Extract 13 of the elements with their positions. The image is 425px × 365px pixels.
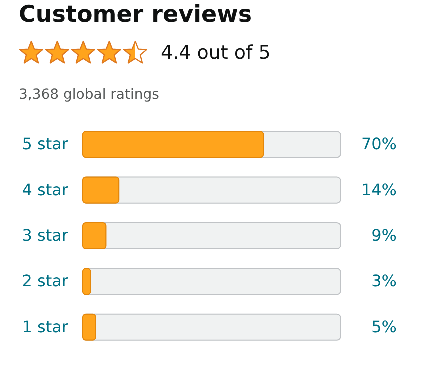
text: 3,368 global ratings bbox=[19, 87, 160, 103]
y-tick-label: 5 star bbox=[22, 134, 69, 154]
chart-subtitle: 4.4 out of 5 bbox=[161, 42, 271, 64]
chart-title: Customer reviews bbox=[19, 2, 252, 28]
data-label: 14% bbox=[361, 180, 397, 200]
y-tick-label: 1 star bbox=[22, 317, 69, 336]
data-label: 9% bbox=[372, 226, 397, 245]
y-tick-label: 4 star bbox=[22, 180, 69, 200]
data-label: 70% bbox=[361, 134, 397, 154]
data-label: 5% bbox=[372, 317, 397, 336]
data-label: 3% bbox=[372, 272, 397, 291]
y-tick-label: 3 star bbox=[22, 226, 69, 245]
y-tick-label: 2 star bbox=[22, 272, 69, 291]
